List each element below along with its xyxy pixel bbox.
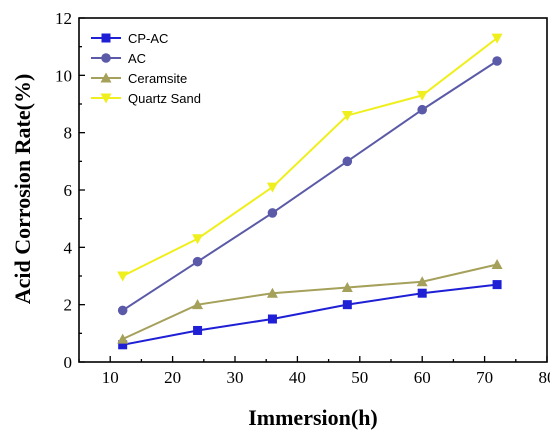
legend-label-ac: AC — [128, 51, 146, 66]
legend-item-ac: AC — [91, 51, 146, 66]
data-point-ac — [192, 256, 203, 267]
x-tick-label: 50 — [351, 368, 368, 387]
legend-marker-cp-ac — [101, 33, 111, 43]
series-line-ceramsite — [122, 263, 498, 340]
x-tick-label: 40 — [289, 368, 306, 387]
legend-marker-quartz-sand — [100, 93, 112, 104]
x-tick-label: 80 — [539, 368, 550, 387]
y-tick-label: 6 — [64, 181, 73, 200]
data-point-ceramsite — [416, 276, 428, 287]
series-line-cp-ac — [122, 283, 498, 346]
series-ac — [117, 56, 502, 316]
data-point-ceramsite — [266, 287, 278, 298]
y-tick-label: 2 — [64, 296, 73, 315]
y-tick-label: 12 — [55, 9, 72, 28]
data-point-ac — [342, 156, 353, 167]
data-point-ceramsite — [117, 333, 129, 344]
data-point-ceramsite — [341, 281, 353, 292]
x-tick-label: 30 — [227, 368, 244, 387]
x-axis-title: Immersion(h) — [248, 405, 378, 430]
y-tick-label: 8 — [64, 124, 73, 143]
series-cp-ac — [118, 280, 502, 350]
data-point-cp-ac — [118, 340, 128, 350]
data-point-cp-ac — [417, 288, 427, 298]
y-tick-label: 10 — [55, 66, 72, 85]
y-tick-label: 4 — [64, 238, 73, 257]
data-point-ceramsite — [491, 259, 503, 270]
series-ceramsite — [117, 259, 503, 344]
data-point-quartz-sand — [192, 234, 204, 245]
data-point-quartz-sand — [416, 90, 428, 101]
legend-marker-ceramsite — [100, 72, 112, 83]
data-point-ceramsite — [192, 299, 204, 310]
x-tick-label: 10 — [102, 368, 119, 387]
data-point-ac — [417, 104, 428, 115]
data-point-quartz-sand — [341, 110, 353, 121]
legend-item-cp-ac: CP-AC — [91, 31, 168, 46]
data-point-ac — [117, 305, 128, 316]
data-point-quartz-sand — [491, 33, 503, 44]
data-point-cp-ac — [193, 325, 203, 335]
data-point-ac — [267, 208, 278, 218]
data-point-cp-ac — [342, 300, 352, 310]
legend-marker-ac — [101, 53, 111, 63]
series-line-ac — [122, 60, 498, 312]
data-point-quartz-sand — [266, 182, 278, 193]
data-point-ac — [492, 56, 502, 66]
x-tick-label: 60 — [414, 368, 431, 387]
series-quartz-sand — [117, 33, 503, 282]
legend-label-ceramsite: Ceramsite — [128, 71, 187, 86]
legend-item-ceramsite: Ceramsite — [91, 71, 187, 86]
x-tick-label: 70 — [476, 368, 493, 387]
series-line-quartz-sand — [122, 37, 498, 277]
y-axis-title: Acid Corrosion Rate(%) — [10, 74, 35, 305]
legend-label-quartz-sand: Quartz Sand — [128, 91, 201, 106]
data-point-cp-ac — [492, 280, 502, 290]
legend-label-cp-ac: CP-AC — [128, 31, 168, 46]
data-point-cp-ac — [267, 314, 277, 324]
y-tick-label: 0 — [64, 353, 73, 372]
x-tick-label: 20 — [164, 368, 181, 387]
data-point-quartz-sand — [117, 271, 129, 282]
legend-item-quartz-sand: Quartz Sand — [91, 91, 201, 106]
